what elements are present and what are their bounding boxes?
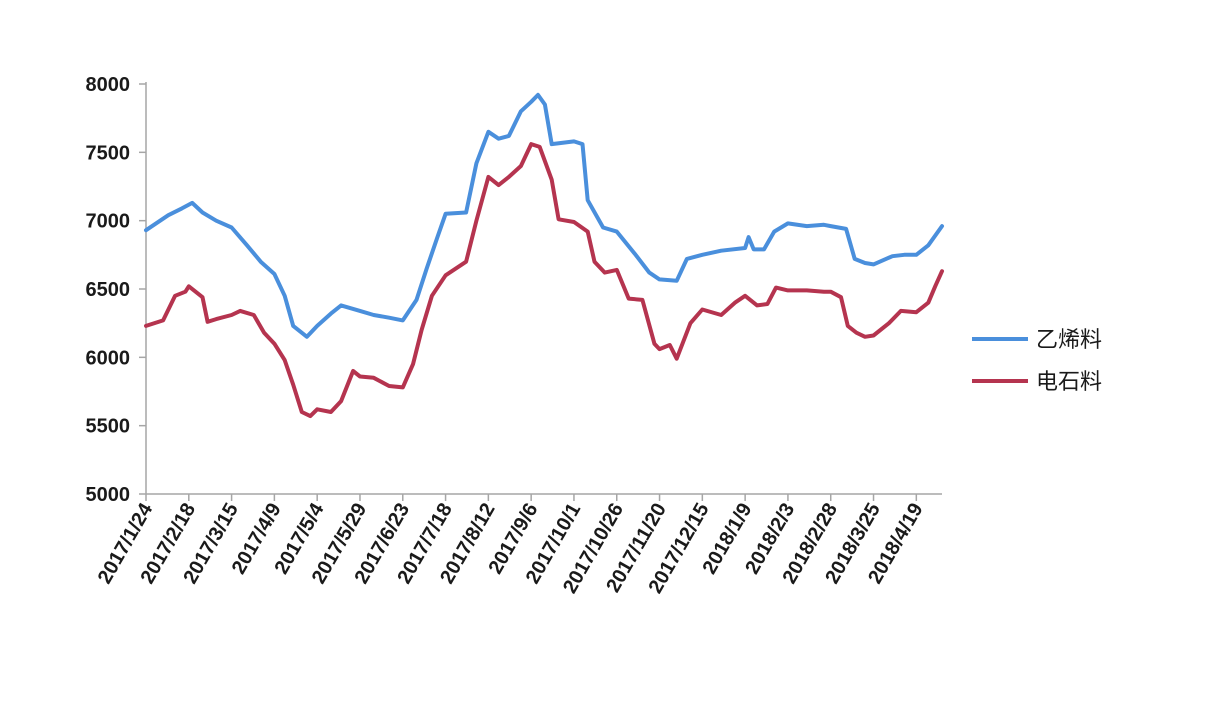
y-tick-label: 7000	[86, 211, 131, 233]
y-tick-label: 5500	[86, 416, 131, 438]
series-line-0	[144, 92, 944, 339]
legend-label-0: 乙烯料	[1036, 328, 1102, 353]
y-tick-label: 5000	[86, 484, 131, 506]
y-axis: 5000 5500 6000 6500 7000 7500 8000	[86, 74, 147, 506]
y-tick-label: 7500	[86, 142, 131, 164]
y-ticks: 5000 5500 6000 6500 7000 7500 8000	[86, 74, 146, 506]
legend-label-1: 电石料	[1036, 370, 1102, 395]
y-tick-label: 6500	[86, 279, 131, 301]
x-axis: 2017/1/242017/2/182017/3/152017/4/92017/…	[94, 493, 942, 597]
plot-series	[144, 92, 944, 419]
y-tick-label: 8000	[86, 74, 131, 96]
y-tick-label: 6000	[86, 347, 131, 369]
series-line-1	[144, 142, 944, 419]
x-ticks: 2017/1/242017/2/182017/3/152017/4/92017/…	[94, 494, 928, 597]
